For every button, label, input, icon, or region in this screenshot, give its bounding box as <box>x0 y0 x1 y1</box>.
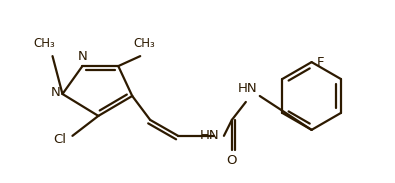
Text: F: F <box>316 56 324 69</box>
Text: CH₃: CH₃ <box>134 37 155 50</box>
Text: O: O <box>227 154 237 167</box>
Text: N: N <box>77 50 87 63</box>
Text: N: N <box>51 87 60 100</box>
Text: HN: HN <box>238 82 258 95</box>
Text: Cl: Cl <box>53 133 66 146</box>
Text: CH₃: CH₃ <box>34 37 55 50</box>
Text: HN: HN <box>200 129 220 142</box>
